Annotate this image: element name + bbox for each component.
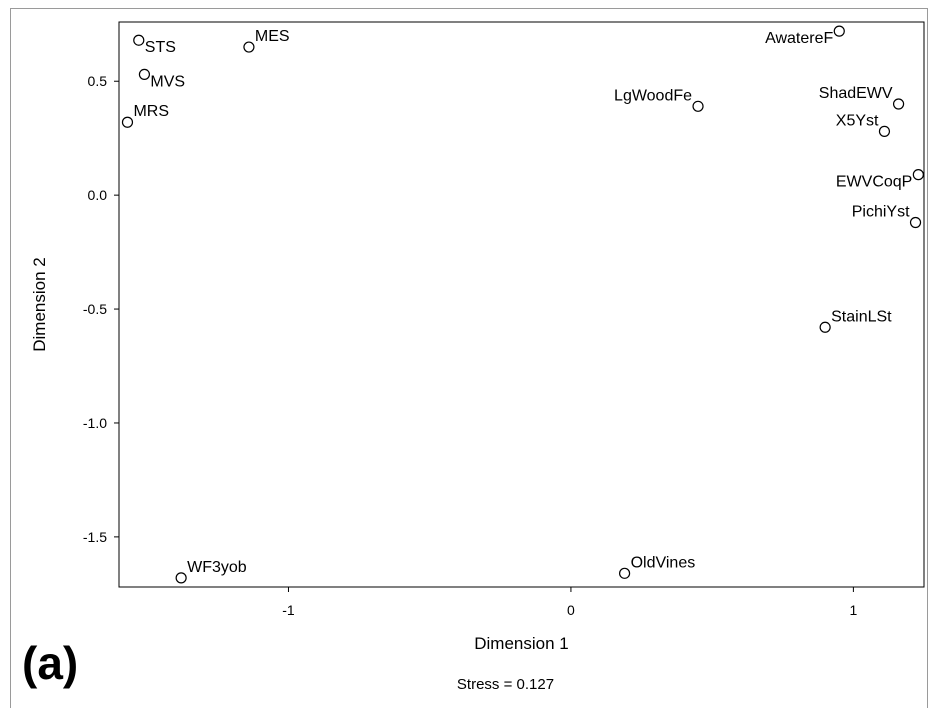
data-point [892, 98, 905, 110]
point-label: X5Yst [836, 112, 879, 129]
y-tick-label: 0.5 [88, 73, 108, 89]
figure-frame [10, 8, 928, 708]
data-point [878, 125, 891, 137]
data-point [175, 572, 187, 584]
x-axis-title: Dimension 1 [474, 634, 569, 653]
point-label: WF3yob [187, 559, 247, 576]
point-label: StainLSt [831, 308, 892, 325]
x-axis: -1 0 1 [282, 587, 857, 618]
data-point [833, 25, 845, 37]
stress-caption: Stress = 0.127 [0, 676, 937, 693]
point-label: AwatereF [765, 30, 833, 47]
point-label: MVS [150, 73, 185, 90]
data-point [909, 216, 922, 229]
stress-value: Stress = 0.127 [456, 676, 555, 693]
y-tick-label: -1.0 [83, 415, 107, 431]
y-tick-label: -1.5 [83, 529, 107, 545]
data-point [121, 116, 134, 128]
data-point [912, 169, 924, 181]
point-label: MES [255, 28, 290, 45]
data-point [243, 41, 255, 53]
data-point [692, 100, 704, 112]
point-label: MRS [133, 103, 169, 120]
data-points: STS MVS MRS MES LgWoodFe AwatereF ShadEWV X5Yst… [121, 25, 924, 584]
data-point [618, 567, 631, 579]
y-axis-title: Dimension 2 [30, 257, 49, 352]
point-label: PichiYst [852, 203, 910, 220]
data-point [819, 321, 831, 333]
point-label: OldVines [631, 554, 696, 571]
x-tick-label: -1 [282, 602, 295, 618]
point-label: EWVCoqP [836, 174, 912, 191]
x-tick-label: 1 [849, 602, 857, 618]
y-tick-label: 0.0 [88, 187, 108, 203]
point-label: ShadEWV [819, 85, 893, 102]
point-label: STS [145, 39, 176, 56]
data-point [133, 34, 145, 46]
y-axis: -1.5 -1.0 -0.5 0.0 0.5 [83, 73, 119, 545]
y-tick-label: -0.5 [83, 301, 107, 317]
panel-label: (a) [22, 637, 79, 689]
x-tick-label: 0 [567, 602, 575, 618]
data-point [138, 68, 151, 80]
point-label: LgWoodFe [614, 87, 692, 104]
plot-area [118, 21, 925, 588]
